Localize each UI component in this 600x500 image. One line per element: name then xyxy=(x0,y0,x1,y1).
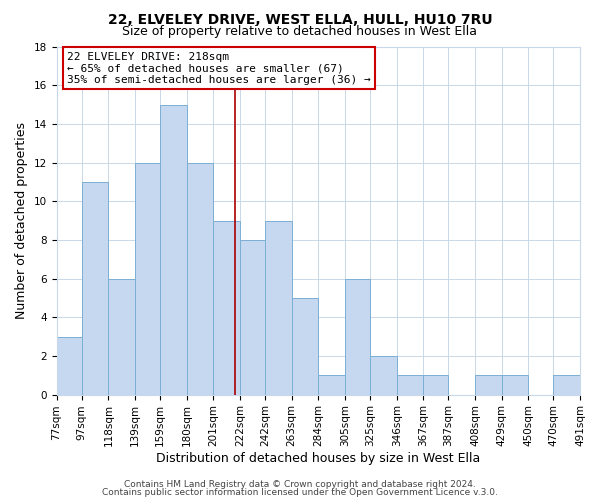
Bar xyxy=(345,278,370,394)
Bar xyxy=(553,376,580,394)
Text: 22, ELVELEY DRIVE, WEST ELLA, HULL, HU10 7RU: 22, ELVELEY DRIVE, WEST ELLA, HULL, HU10… xyxy=(107,12,493,26)
Bar xyxy=(397,376,423,394)
Bar xyxy=(82,182,109,394)
Text: Size of property relative to detached houses in West Ella: Size of property relative to detached ho… xyxy=(122,25,478,38)
Text: Contains HM Land Registry data © Crown copyright and database right 2024.: Contains HM Land Registry data © Crown c… xyxy=(124,480,476,489)
Bar xyxy=(56,336,82,394)
Bar xyxy=(318,376,345,394)
Bar xyxy=(423,376,448,394)
X-axis label: Distribution of detached houses by size in West Ella: Distribution of detached houses by size … xyxy=(156,452,481,465)
Text: Contains public sector information licensed under the Open Government Licence v.: Contains public sector information licen… xyxy=(102,488,498,497)
Bar xyxy=(240,240,265,394)
Bar xyxy=(292,298,318,394)
Bar xyxy=(187,162,214,394)
Y-axis label: Number of detached properties: Number of detached properties xyxy=(15,122,28,319)
Bar xyxy=(370,356,397,395)
Bar xyxy=(109,278,135,394)
Bar xyxy=(265,220,292,394)
Bar xyxy=(502,376,528,394)
Bar xyxy=(160,104,187,395)
Bar xyxy=(214,220,240,394)
Bar xyxy=(475,376,502,394)
Text: 22 ELVELEY DRIVE: 218sqm
← 65% of detached houses are smaller (67)
35% of semi-d: 22 ELVELEY DRIVE: 218sqm ← 65% of detach… xyxy=(67,52,371,85)
Bar xyxy=(135,162,160,394)
